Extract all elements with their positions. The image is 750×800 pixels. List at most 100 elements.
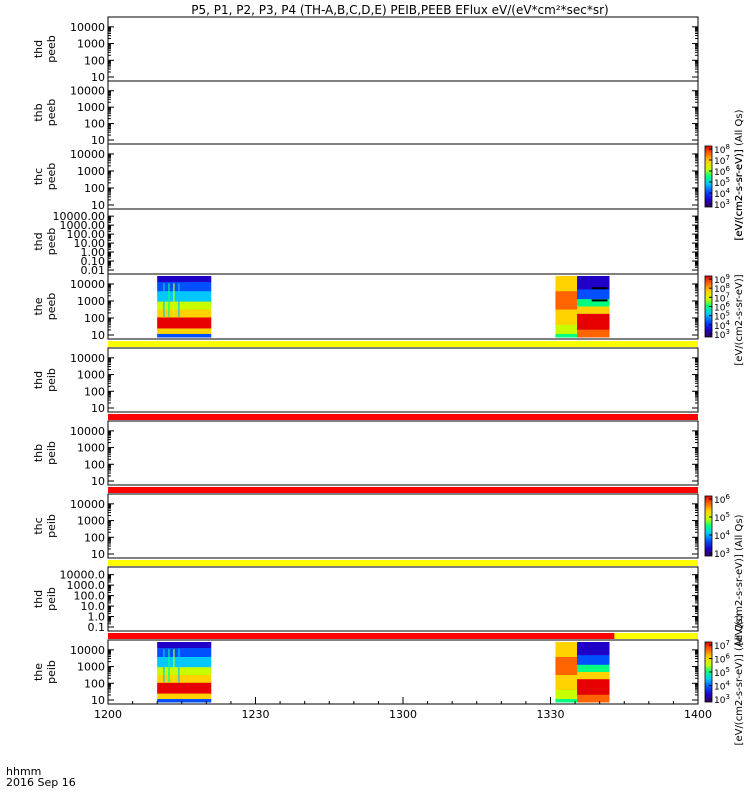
panel-product-label: peib [45, 368, 58, 392]
spectrogram-band [157, 657, 212, 668]
y-axis: 10 100 1000 10000 [70, 352, 698, 415]
svg-text:105: 105 [714, 176, 730, 189]
panel-thb-peeb: 10 100 1000 10000 thb peeb [32, 80, 699, 147]
panel-probe-label: thc [32, 168, 45, 185]
y-tick-label: 100 [84, 531, 105, 544]
y-axis: 10 100 1000 10000 [70, 21, 698, 84]
svg-text:106: 106 [714, 165, 730, 178]
y-tick-label: 1000 [77, 515, 105, 528]
colorbar: 103 104 105 106 [704, 493, 730, 560]
svg-text:107: 107 [714, 154, 730, 167]
y-tick-label: 1000 [77, 661, 105, 674]
x-tick-label: 1200 [94, 708, 122, 721]
svg-text:106: 106 [714, 493, 730, 506]
y-tick-label: 100 [84, 385, 105, 398]
x-tick-label: 1400 [684, 708, 712, 721]
spectrogram-band [157, 309, 212, 318]
spectrogram-band [157, 282, 212, 292]
spectrogram-band [157, 682, 212, 695]
svg-text:108: 108 [714, 143, 730, 156]
y-tick-label: 10000 [70, 85, 105, 98]
y-tick-label: 100 [84, 312, 105, 325]
y-tick-label: 100 [84, 677, 105, 690]
panel-product-label: peeb [45, 293, 58, 321]
y-tick-label: 1000 [77, 442, 105, 455]
y-tick-label: 1000.00 [60, 219, 106, 232]
panel-product-label: peib [45, 514, 58, 538]
svg-text:109: 109 [714, 273, 730, 286]
panel-thd-peeb: 10 100 1000 10000 thd peeb [32, 16, 699, 84]
panel-frame [107, 16, 699, 82]
panel-probe-label: thd [32, 232, 45, 250]
spectrogram-band [157, 675, 212, 684]
spectrogram-band [157, 317, 212, 329]
y-axis: 10 100 1000 10000 [70, 148, 698, 212]
svg-text:108: 108 [714, 282, 730, 295]
svg-text:105: 105 [714, 310, 730, 323]
y-tick-label: 10000.0 [60, 569, 106, 582]
spectrogram-band [157, 693, 212, 700]
spectrogram-band [157, 301, 212, 311]
y-tick-label: 10.00 [74, 237, 106, 250]
svg-text:103: 103 [714, 328, 730, 341]
figure-title: P5, P1, P2, P3, P4 (TH-A,B,C,D,E) PEIB,P… [191, 3, 608, 17]
panel-frame [107, 347, 699, 413]
y-tick-label: 1000 [77, 369, 105, 382]
y-tick-label: 10000.00 [53, 210, 106, 223]
panel-probe-label: the [32, 663, 45, 681]
spectrogram-band [157, 291, 212, 303]
colorbar-units-label: [eV/(cm2-s-sr-eV)] [734, 149, 745, 240]
panel-probe-label: thd [32, 40, 45, 58]
spectrogram-block [555, 276, 610, 338]
spectrogram-band [157, 699, 212, 703]
spectrogram-band [157, 333, 212, 338]
flag-bar-yellow [108, 560, 698, 566]
panel-product-label: peib [45, 660, 58, 684]
spectrogram-band [157, 328, 212, 335]
y-axis: 10 100 1000 10000 [70, 425, 698, 488]
svg-text:104: 104 [714, 319, 730, 332]
svg-text:103: 103 [714, 693, 730, 706]
y-tick-label: 1000 [77, 165, 105, 178]
panel-frame [107, 208, 699, 275]
panel-thc-peib: 10 100 1000 10000 thc peib 103 104 105 106 [32, 487, 730, 561]
y-tick-label: 10 [91, 475, 105, 488]
spectrogram-band [157, 276, 212, 283]
panel-frame [107, 80, 699, 145]
y-tick-label: 10 [91, 134, 105, 147]
panel-product-label: peib [45, 587, 58, 611]
y-tick-label: 100.00 [67, 228, 106, 241]
x-tick-label: 1330 [537, 708, 565, 721]
spectrogram-band [157, 667, 212, 676]
svg-text:103: 103 [714, 198, 730, 211]
y-tick-label: 10.0 [81, 600, 106, 613]
svg-text:105: 105 [714, 511, 730, 524]
y-tick-label: 10 [91, 329, 105, 342]
y-tick-label: 10000 [70, 352, 105, 365]
colorbar-units-label: [eV/(cm2-s-sr-eV)] (All Qs) [734, 109, 745, 240]
x-axis: 1200 1230 1300 1330 1400 [94, 697, 712, 721]
spectrogram-block [157, 276, 212, 338]
svg-text:106: 106 [714, 653, 730, 666]
panel-product-label: peeb [45, 228, 58, 256]
y-axis: 10 100 1000 10000 [70, 85, 698, 147]
panel-probe-label: the [32, 297, 45, 315]
flag-bar-yellow [108, 341, 698, 347]
y-tick-label: 10000 [70, 644, 105, 657]
flag-bar-red [108, 633, 615, 639]
svg-text:107: 107 [714, 291, 730, 304]
panel-probe-label: thd [32, 590, 45, 608]
y-tick-label: 10000 [70, 278, 105, 291]
flag-bar-red [108, 414, 698, 420]
y-tick-label: 100 [84, 54, 105, 67]
colorbar-units-label: [eV/(cm2-s-sr-eV)] (All Qs) [734, 614, 745, 745]
y-axis: 10 100 1000 10000 [70, 498, 698, 561]
y-tick-label: 0.1 [88, 621, 106, 634]
spectrogram-block [157, 642, 212, 703]
y-tick-label: 0.10 [81, 255, 106, 268]
